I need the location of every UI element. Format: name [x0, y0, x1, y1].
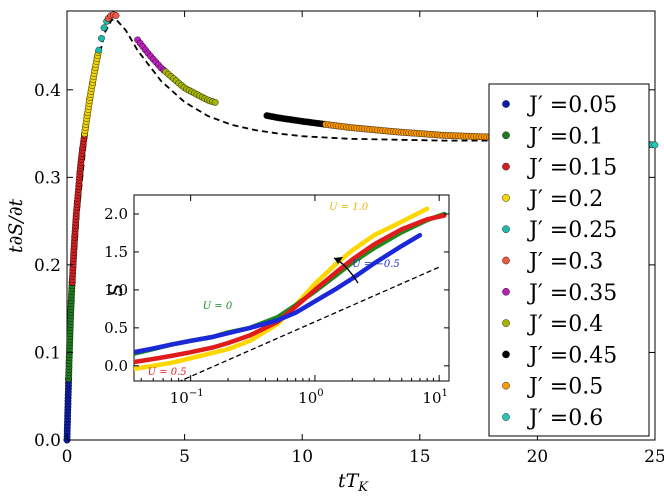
legend-entry: J′ =0.15: [502, 156, 617, 181]
legend-label: J′ =0.05: [527, 93, 617, 118]
inset-x-tick-label: 101: [422, 388, 447, 407]
main-y-tick-label: 0.1: [34, 343, 61, 363]
legend-entry: J′ =0.45: [502, 343, 617, 368]
inset-y-tick-label: 0.0: [104, 357, 128, 375]
inset-x-tick-label: 10−1: [170, 388, 204, 407]
legend-marker: [502, 319, 510, 327]
main-y-tick-label: 0.3: [34, 168, 61, 188]
legend-marker: [502, 287, 510, 296]
legend-marker: [502, 131, 510, 140]
inset-annotation: U = 0: [203, 301, 233, 312]
data-point: [651, 141, 659, 149]
legend-marker: [502, 100, 510, 108]
legend-label: J′ =0.4: [527, 312, 603, 337]
main-x-tick-label: 5: [179, 447, 190, 467]
legend-marker: [502, 350, 510, 359]
main-y-axis-label: t∂S/∂t: [5, 198, 27, 253]
main-x-tick-label: 10: [291, 447, 313, 467]
main-series-8: [263, 112, 328, 128]
inset-annotation: U = −0.5: [352, 259, 399, 270]
main-series-5: [104, 11, 120, 22]
legend-entry: J′ =0.05: [502, 93, 617, 118]
main-series-6: [134, 36, 168, 74]
main-y-tick-label: 0.0: [34, 431, 61, 451]
inset-annotation: U = 0.5: [148, 367, 187, 378]
main-reference-dashed-line: [66, 18, 585, 441]
legend-marker: [502, 413, 510, 421]
legend-entry: J′ =0.35: [502, 281, 617, 306]
inset-reference-dashed-line: [178, 266, 440, 381]
legend-entry: J′ =0.4: [502, 312, 603, 337]
legend-entry: J′ =0.25: [502, 218, 617, 243]
inset-series-3: [134, 232, 423, 355]
main-axis-ticks: 0 5 10 15 20 25 0.0 0.1 0.2 0.3 0.4: [34, 11, 664, 467]
inset-arrowhead-icon: [334, 257, 343, 264]
legend-label: J′ =0.2: [527, 187, 603, 212]
inset-y-tick-label: 1.5: [104, 243, 128, 261]
inset-annotations: U = 1.0 U = 0 U = 0.5 U = −0.5: [148, 202, 400, 378]
data-point: [95, 46, 103, 54]
inset-series-group: [134, 206, 447, 372]
legend-entry: J′ =0.3: [502, 250, 603, 275]
main-x-tick-label: 0: [62, 447, 73, 467]
legend: J′ =0.05 J′ =0.1 J′ =0.15 J′ =0.2 J′ =0.25 J′…: [502, 93, 617, 431]
legend-label: J′ =0.6: [527, 406, 603, 431]
main-data-points: [63, 11, 659, 444]
inset-annotation: U = 1.0: [329, 202, 369, 213]
main-series-1: [65, 279, 76, 383]
legend-label: J′ =0.25: [527, 218, 617, 243]
inset-y-axis-label: S: [105, 283, 127, 296]
main-dashed-curve: [66, 18, 585, 441]
inset-y-tick-label: 1.0: [104, 281, 128, 299]
legend-label: J′ =0.45: [527, 343, 617, 368]
inset-series-line: [134, 232, 423, 355]
main-series-3: [81, 49, 102, 138]
legend-marker: [502, 162, 510, 171]
main-x-tick-label: 20: [527, 447, 549, 467]
data-point: [211, 99, 219, 106]
main-x-tick-label: 25: [644, 447, 664, 467]
legend-entry: J′ =0.2: [502, 187, 603, 212]
main-series-2: [68, 131, 88, 286]
legend-marker: [502, 225, 510, 233]
main-x-tick-label: 15: [409, 447, 431, 467]
data-point: [100, 24, 108, 32]
legend-label: J′ =0.15: [527, 156, 617, 181]
inset-y-tick-label: 2.0: [104, 205, 128, 223]
inset-x-tick-label: 100: [298, 388, 323, 407]
inset-dashed-line: [178, 266, 440, 381]
legend-box: [488, 83, 650, 437]
legend-entry: J′ =0.1: [502, 124, 603, 149]
legend-label: J′ =0.35: [527, 281, 617, 306]
main-y-tick-label: 0.4: [34, 81, 61, 101]
inset-y-tick-label: 0.5: [104, 319, 128, 337]
inset-axis-ticks: 10−1 100 101 0.0 0.5 1.0 1.5 2.0: [104, 195, 449, 407]
legend-label: J′ =0.1: [527, 124, 603, 149]
legend-marker: [502, 256, 510, 265]
main-x-axis-label: tTK: [338, 470, 369, 495]
data-point: [112, 12, 120, 19]
legend-label: J′ =0.5: [527, 375, 603, 400]
legend-marker: [502, 194, 510, 202]
legend-entry: J′ =0.5: [502, 375, 603, 400]
legend-label: J′ =0.3: [527, 250, 603, 275]
legend-marker: [502, 381, 510, 390]
legend-entry: J′ =0.6: [502, 406, 603, 431]
main-y-tick-label: 0.2: [34, 256, 61, 276]
main-series-7: [162, 68, 219, 106]
data-point: [98, 35, 105, 42]
